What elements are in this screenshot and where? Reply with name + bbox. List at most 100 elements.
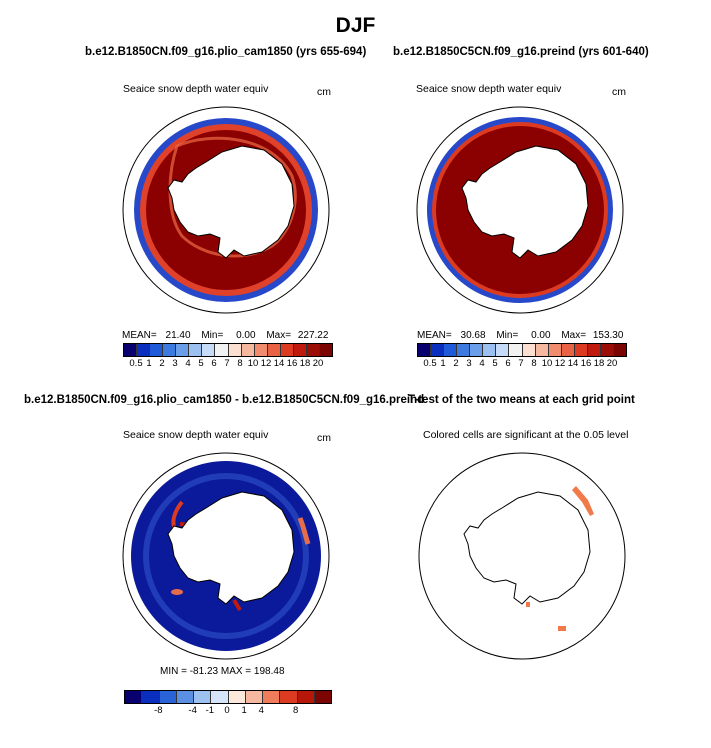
bl-antarctica <box>167 491 295 605</box>
tl-colorbar-tick: 5 <box>198 358 204 369</box>
br-note: Colored cells are significant at the 0.0… <box>423 429 629 441</box>
tr-max-value: 153.30 <box>592 330 624 341</box>
tr-colorbar-tick: 3 <box>466 358 472 369</box>
tl-colorbar-box <box>150 344 164 356</box>
tr-colorbar-tick: 4 <box>479 358 485 369</box>
br-significant-cells <box>572 486 594 516</box>
bl-colorbar <box>124 690 332 704</box>
tr-colorbar-box <box>470 344 484 356</box>
tl-colorbar-tick: 14 <box>273 358 285 369</box>
tr-colorbar-tick: 2 <box>453 358 459 369</box>
tr-stats: MEAN= 30.68 Min= 0.00 Max= 153.30 <box>417 330 623 341</box>
bl-polar-map <box>122 452 330 660</box>
bl-colorbar-box <box>228 691 246 703</box>
bl-colorbar-box <box>280 691 298 703</box>
bl-colorbar-tick: -1 <box>205 705 215 716</box>
tl-colorbar-tick: 20 <box>312 358 324 369</box>
bl-colorbar-box <box>159 691 177 703</box>
tl-antarctica <box>167 145 295 259</box>
bl-colorbar-labels: -8 -4 -1 0 1 4 8 <box>124 705 330 719</box>
bl-colorbar-tick: 1 <box>241 705 247 716</box>
tl-colorbar-box <box>215 344 229 356</box>
tl-mean-label: MEAN= <box>122 330 157 341</box>
bl-colorbar-tick: -4 <box>188 705 197 716</box>
tr-mean-value: 30.68 <box>460 330 486 341</box>
tr-min-value: 0.00 <box>531 330 551 341</box>
bl-colorbar-tick: 8 <box>293 705 299 716</box>
tl-colorbar-tick: 1 <box>146 358 152 369</box>
tr-colorbar-tick: 18 <box>593 358 605 369</box>
right-run-title: b.e12.B1850C5CN.f09_g16.preind (yrs 601-… <box>393 46 649 58</box>
tr-colorbar <box>417 343 627 357</box>
tl-colorbar-tick: 12 <box>260 358 272 369</box>
tl-colorbar-box <box>319 344 332 356</box>
tl-colorbar-box <box>124 344 138 356</box>
tr-units: cm <box>612 86 626 98</box>
tl-min-label: Min= <box>201 330 224 341</box>
tl-colorbar-box <box>202 344 216 356</box>
tr-max-label: Max= <box>561 330 587 341</box>
bl-colorbar-box <box>297 691 315 703</box>
tl-colorbar-labels: 0.5 1 2 3 4 5 6 7 8 10 12 14 16 18 20 <box>123 358 331 372</box>
tr-colorbar-box <box>496 344 510 356</box>
tr-colorbar-box <box>483 344 497 356</box>
tl-colorbar-tick: 6 <box>211 358 217 369</box>
tr-min-label: Min= <box>496 330 519 341</box>
bl-field-title: Seaice snow depth water equiv <box>123 429 269 441</box>
tr-colorbar-tick: 0.5 <box>423 358 437 369</box>
tl-colorbar-tick: 0.5 <box>129 358 143 369</box>
tr-field-title: Seaice snow depth water equiv <box>416 83 562 95</box>
tr-colorbar-box <box>600 344 614 356</box>
tr-colorbar-tick: 10 <box>541 358 553 369</box>
bl-colorbar-box <box>125 691 143 703</box>
tl-colorbar-tick: 16 <box>286 358 298 369</box>
tr-colorbar-box <box>457 344 471 356</box>
tr-colorbar-tick: 5 <box>492 358 498 369</box>
tr-colorbar-box <box>548 344 562 356</box>
tr-colorbar-tick: 16 <box>580 358 592 369</box>
tr-colorbar-labels: 0.5 1 2 3 4 5 6 7 8 10 12 14 16 18 20 <box>417 358 625 372</box>
tr-colorbar-tick: 20 <box>606 358 618 369</box>
tl-colorbar-box <box>280 344 294 356</box>
br-antarctica <box>463 491 591 605</box>
bl-units: cm <box>317 432 331 444</box>
tl-mean-value: 21.40 <box>165 330 191 341</box>
tl-colorbar-tick: 4 <box>185 358 191 369</box>
tr-colorbar-box <box>561 344 575 356</box>
tl-max-label: Max= <box>266 330 292 341</box>
tl-colorbar-tick: 8 <box>237 358 243 369</box>
tl-colorbar <box>123 343 333 357</box>
tr-colorbar-tick: 12 <box>554 358 566 369</box>
diff-title: b.e12.B1850CN.f09_g16.plio_cam1850 - b.e… <box>24 394 425 406</box>
bl-colorbar-box <box>142 691 160 703</box>
tl-colorbar-box <box>137 344 151 356</box>
tr-colorbar-box <box>613 344 626 356</box>
tl-max-value: 227.22 <box>297 330 329 341</box>
tr-colorbar-box <box>444 344 458 356</box>
tl-colorbar-box <box>241 344 255 356</box>
tl-colorbar-tick: 3 <box>172 358 178 369</box>
bl-colorbar-box <box>211 691 229 703</box>
tr-colorbar-box <box>431 344 445 356</box>
tl-colorbar-box <box>306 344 320 356</box>
tr-colorbar-tick: 8 <box>531 358 537 369</box>
tr-colorbar-box <box>509 344 523 356</box>
tl-colorbar-tick: 10 <box>247 358 259 369</box>
bl-colorbar-tick: 0 <box>224 705 230 716</box>
tr-mean-label: MEAN= <box>417 330 452 341</box>
tl-field-title: Seaice snow depth water equiv <box>123 83 269 95</box>
tr-colorbar-tick: 7 <box>518 358 524 369</box>
tr-colorbar-tick: 1 <box>440 358 446 369</box>
tl-colorbar-box <box>189 344 203 356</box>
bl-colorbar-box <box>176 691 194 703</box>
bl-colorbar-tick: 4 <box>258 705 264 716</box>
tl-colorbar-tick: 7 <box>224 358 230 369</box>
tl-colorbar-box <box>228 344 242 356</box>
tl-colorbar-tick: 2 <box>159 358 165 369</box>
tl-polar-map <box>122 106 330 314</box>
figure-title: DJF <box>335 14 376 37</box>
tl-colorbar-box <box>293 344 307 356</box>
tl-colorbar-tick: 18 <box>299 358 311 369</box>
tl-colorbar-box <box>163 344 177 356</box>
bl-colorbar-box <box>314 691 331 703</box>
